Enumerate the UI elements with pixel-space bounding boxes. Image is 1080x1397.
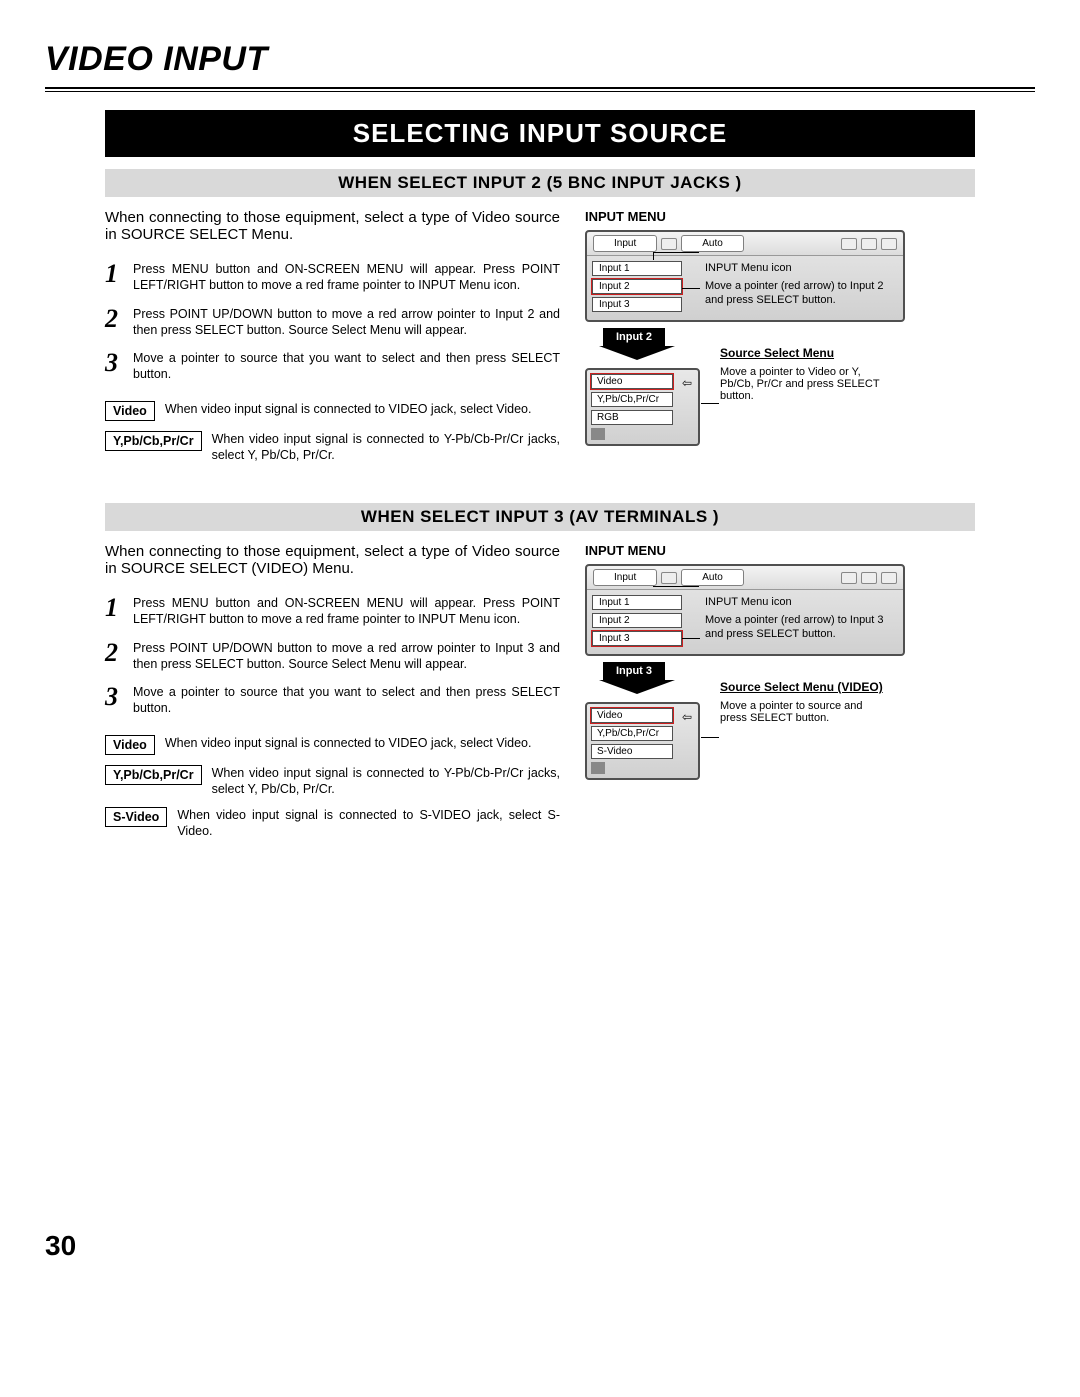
menu-tab-input: Input [593, 235, 657, 252]
menu-icon [661, 572, 677, 584]
step-number: 1 [105, 261, 133, 287]
menu-item: Input 1 [592, 261, 682, 276]
step-text: Press MENU button and ON-SCREEN MENU wil… [133, 261, 560, 294]
sub-heading-1: WHEN SELECT INPUT 2 (5 BNC INPUT JACKS ) [105, 169, 975, 197]
menu-item-selected: Input 2 [592, 279, 682, 294]
menu-icon [881, 238, 897, 250]
src-item: S-Video [591, 744, 673, 759]
title-rule [45, 87, 1035, 92]
menu-icon [861, 238, 877, 250]
def-text: When video input signal is connected to … [177, 807, 560, 840]
menu-icon [841, 238, 857, 250]
src-item: Video [591, 374, 673, 389]
source-select-annot: Move a pointer to Video or Y, Pb/Cb, Pr/… [720, 366, 890, 402]
flow-arrow-down: Input 3 [599, 662, 669, 696]
menu-icon [841, 572, 857, 584]
pointer-arrow-icon: ⇦ [682, 376, 692, 390]
flow-arrow-down: Input 2 [599, 328, 669, 362]
flow-arrow-label: Input 2 [603, 328, 665, 346]
menu-icon [661, 238, 677, 250]
step-number: 3 [105, 684, 133, 710]
back-icon [591, 762, 605, 774]
section-banner: SELECTING INPUT SOURCE [105, 110, 975, 157]
def-label-video: Video [105, 401, 155, 421]
def-label-video: Video [105, 735, 155, 755]
step-number: 2 [105, 306, 133, 332]
source-select-annot: Move a pointer to source and press SELEC… [720, 700, 890, 724]
src-item: RGB [591, 410, 673, 425]
annotation-icon: INPUT Menu icon [705, 262, 792, 276]
menu-item: Input 3 [592, 297, 682, 312]
input-menu-heading: INPUT MENU [585, 209, 975, 224]
def-text: When video input signal is connected to … [212, 765, 560, 798]
src-item: Video [591, 708, 673, 723]
page-number: 30 [45, 1230, 1035, 1262]
step-number: 2 [105, 640, 133, 666]
menu-item-selected: Input 3 [592, 631, 682, 646]
intro-text-2: When connecting to those equipment, sele… [105, 543, 560, 577]
step-number: 1 [105, 595, 133, 621]
src-item: Y,Pb/Cb,Pr/Cr [591, 392, 673, 407]
input-menu-heading: INPUT MENU [585, 543, 975, 558]
menu-icon [881, 572, 897, 584]
annotation-icon: INPUT Menu icon [705, 596, 792, 610]
back-icon [591, 428, 605, 440]
menu-icon [861, 572, 877, 584]
page-title: VIDEO INPUT [45, 40, 1035, 79]
step-text: Move a pointer to source that you want t… [133, 350, 560, 383]
def-label-svideo: S-Video [105, 807, 167, 827]
sub-heading-2: WHEN SELECT INPUT 3 (AV TERMINALS ) [105, 503, 975, 531]
src-item: Y,Pb/Cb,Pr/Cr [591, 726, 673, 741]
source-select-screenshot: Video Y,Pb/Cb,Pr/Cr S-Video ⇦ [585, 702, 700, 780]
source-select-title: Source Select Menu [720, 346, 890, 360]
menu-item: Input 2 [592, 613, 682, 628]
step-text: Press POINT UP/DOWN button to move a red… [133, 640, 560, 673]
step-text: Press MENU button and ON-SCREEN MENU wil… [133, 595, 560, 628]
step-number: 3 [105, 350, 133, 376]
annotation-move: Move a pointer (red arrow) to Input 3 an… [705, 614, 885, 642]
menu-item: Input 1 [592, 595, 682, 610]
input-menu-screenshot: Input Auto Input 1 Input 2 Input 3 INPUT… [585, 564, 905, 656]
source-select-screenshot: Video Y,Pb/Cb,Pr/Cr RGB ⇦ [585, 368, 700, 446]
input-menu-screenshot: Input Auto Input 1 Input 2 Input 3 INPUT… [585, 230, 905, 322]
menu-tab-auto: Auto [681, 235, 744, 252]
def-text: When video input signal is connected to … [165, 735, 532, 751]
def-text: When video input signal is connected to … [212, 431, 560, 464]
step-text: Press POINT UP/DOWN button to move a red… [133, 306, 560, 339]
menu-tab-input: Input [593, 569, 657, 586]
menu-tab-auto: Auto [681, 569, 744, 586]
annotation-move: Move a pointer (red arrow) to Input 2 an… [705, 280, 885, 308]
def-label-ypbcb: Y,Pb/Cb,Pr/Cr [105, 765, 202, 785]
def-label-ypbcb: Y,Pb/Cb,Pr/Cr [105, 431, 202, 451]
def-text: When video input signal is connected to … [165, 401, 532, 417]
source-select-title: Source Select Menu (VIDEO) [720, 680, 890, 694]
flow-arrow-label: Input 3 [603, 662, 665, 680]
pointer-arrow-icon: ⇦ [682, 710, 692, 724]
step-text: Move a pointer to source that you want t… [133, 684, 560, 717]
intro-text-1: When connecting to those equipment, sele… [105, 209, 560, 243]
